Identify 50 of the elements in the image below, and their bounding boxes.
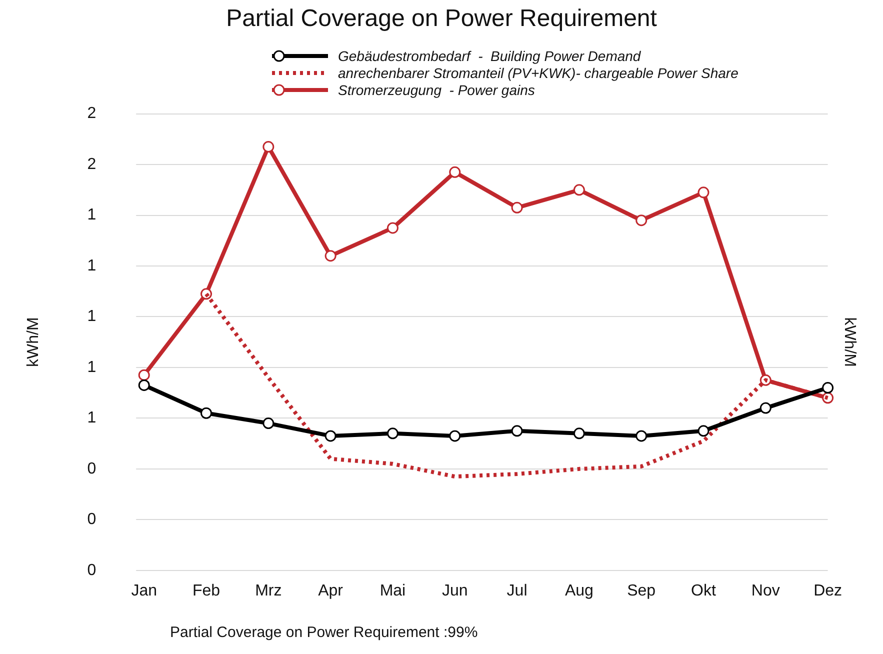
point [138, 369, 150, 381]
x-tick-label: Apr [318, 582, 344, 600]
y2-axis-title: kWh/M [840, 317, 858, 367]
point [760, 402, 772, 414]
y-tick-label: 1 [87, 358, 96, 376]
y-tick-label: 2 [87, 105, 96, 122]
point [511, 425, 523, 437]
text: Partial Coverage on Power Requirement :99% [170, 624, 478, 641]
point [324, 430, 336, 442]
point [386, 428, 398, 440]
point [262, 141, 274, 153]
y-tick-label: 1 [87, 308, 96, 326]
point [262, 418, 274, 430]
point [324, 250, 336, 262]
point [698, 425, 710, 437]
x-tick-label: Mrz [255, 582, 282, 600]
y-tick-label: 0 [87, 562, 96, 579]
x-tick-label: Feb [192, 582, 220, 600]
legend-label: anrechenbarer Stromanteil (PV+KWK)- chargeable Power Share [338, 65, 738, 81]
point [573, 428, 585, 440]
y-tick-label: 2 [87, 156, 96, 173]
y-axis-title: kWh/M [25, 317, 42, 367]
point [138, 379, 150, 391]
x-tick-label: Aug [564, 582, 594, 600]
x-tick-label: Sep [627, 582, 656, 600]
x-tick-label: Jan [131, 582, 157, 600]
point [511, 202, 523, 214]
point [573, 184, 585, 196]
x-tick-label: Jul [506, 582, 528, 600]
point [822, 382, 834, 394]
point [449, 430, 461, 442]
y-tick-label: 0 [87, 460, 96, 478]
x-tick-label: Dez [814, 582, 842, 600]
x-tick-label: Okt [691, 582, 716, 600]
y-tick-label: 1 [87, 206, 96, 224]
point [386, 222, 398, 234]
point [449, 166, 461, 178]
legend-label: Gebäudestrombedarf - Building Power Demand [338, 48, 641, 64]
point [636, 214, 648, 226]
x-tick-label: Jun [442, 582, 468, 600]
x-tick-label: Mai [380, 582, 406, 600]
y-tick-label: 1 [87, 257, 96, 274]
y-tick-label: 0 [87, 511, 96, 528]
y-tick-label: 1 [87, 410, 96, 427]
x-tick-label: Nov [751, 582, 780, 600]
chart-title: Partial Coverage on Power Requirement [226, 5, 658, 32]
point [200, 407, 212, 419]
legend-label: Stromerzeugung - Power gains [338, 82, 535, 98]
point [698, 186, 710, 198]
point [636, 430, 648, 442]
